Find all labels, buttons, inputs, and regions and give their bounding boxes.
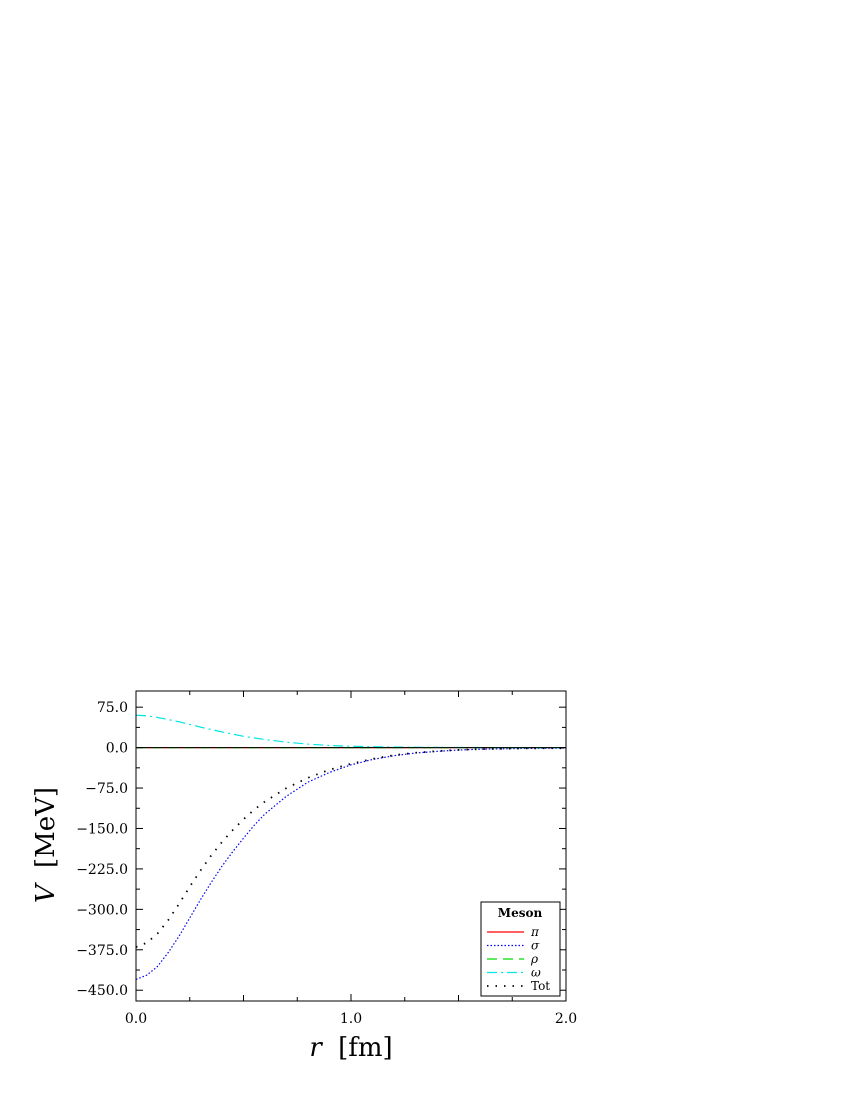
tick-labels-layer: 0.0 1.0 2.0 75.0 0.0 −75.0 −150.0 −225.0 −300.0 −… (76, 700, 577, 1027)
y-tick-label: −225.0 (76, 862, 128, 878)
series-line-1 (135, 747, 567, 980)
legend-box (480, 901, 561, 997)
series-line-3 (135, 714, 567, 749)
y-axis-label: V [MeV] (31, 787, 61, 903)
legend-label-1: σ (531, 939, 540, 953)
legend-label-3: ω (531, 966, 541, 980)
legend-label-0: π (530, 925, 540, 939)
legend-label-4: Tot (531, 979, 550, 993)
x-axis-variable: r (309, 1033, 323, 1063)
y-tick-label: 0.0 (106, 741, 128, 757)
y-tick-label: −450.0 (76, 983, 128, 999)
y-axis-unit: [MeV] (31, 787, 61, 868)
x-tick-label: 2.0 (555, 1011, 577, 1027)
y-axis-variable: V (31, 882, 61, 903)
x-tick-label: 1.0 (340, 1011, 362, 1027)
legend-label-2: ρ (530, 952, 538, 966)
y-tick-label: 75.0 (97, 700, 128, 716)
x-tick-label: 0.0 (125, 1011, 147, 1027)
y-tick-label: −300.0 (76, 902, 128, 918)
ticks-layer (135, 691, 567, 1001)
y-tick-label: −375.0 (76, 943, 128, 959)
x-axis-label: r [fm] (309, 1033, 392, 1063)
y-tick-label: −75.0 (85, 781, 128, 797)
y-tick-label: −150.0 (76, 821, 128, 837)
x-axis-unit: [fm] (338, 1033, 393, 1063)
legend-title: Meson (498, 906, 543, 920)
